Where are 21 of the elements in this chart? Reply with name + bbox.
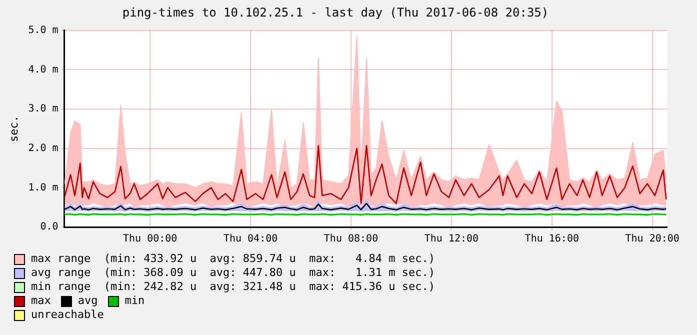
x-tick-label: Thu 16:00 bbox=[524, 234, 579, 245]
legend-label: max bbox=[31, 294, 51, 308]
x-tick-label: Thu 04:00 bbox=[223, 234, 278, 245]
x-tick-label: Thu 08:00 bbox=[324, 234, 378, 245]
y-tick-label: 4.0 m bbox=[28, 64, 58, 76]
legend-label: min range (min: 242.82 u avg: 321.48 u max: 415.36 u sec.) bbox=[31, 280, 435, 294]
y-tick-label: 2.0 m bbox=[28, 142, 58, 154]
y-axis-title: sec. bbox=[7, 115, 20, 142]
x-tick-label: Thu 12:00 bbox=[424, 234, 479, 245]
y-tick-label: 3.0 m bbox=[28, 104, 58, 115]
legend-label: unreachable bbox=[31, 308, 104, 322]
chart-title: ping-times to 10.102.25.1 - last day (Thu 2017-06-08 20:35) bbox=[122, 5, 549, 20]
x-tick-label: Thu 00:00 bbox=[123, 234, 178, 245]
y-tick-label: 5.0 m bbox=[28, 24, 58, 36]
x-tick-label: Thu 20:00 bbox=[625, 234, 680, 245]
legend-label: max range (min: 433.92 u avg: 859.74 u max: 4.84 m sec.) bbox=[31, 252, 435, 266]
legend-label: avg range (min: 368.09 u avg: 447.80 u max: 1.31 m sec.) bbox=[31, 266, 435, 280]
y-tick-label: 1.0 m bbox=[28, 182, 58, 194]
y-tick-label: 0.0 bbox=[40, 222, 58, 233]
legend-label: min bbox=[124, 294, 145, 308]
legend-label: avg bbox=[78, 294, 98, 308]
